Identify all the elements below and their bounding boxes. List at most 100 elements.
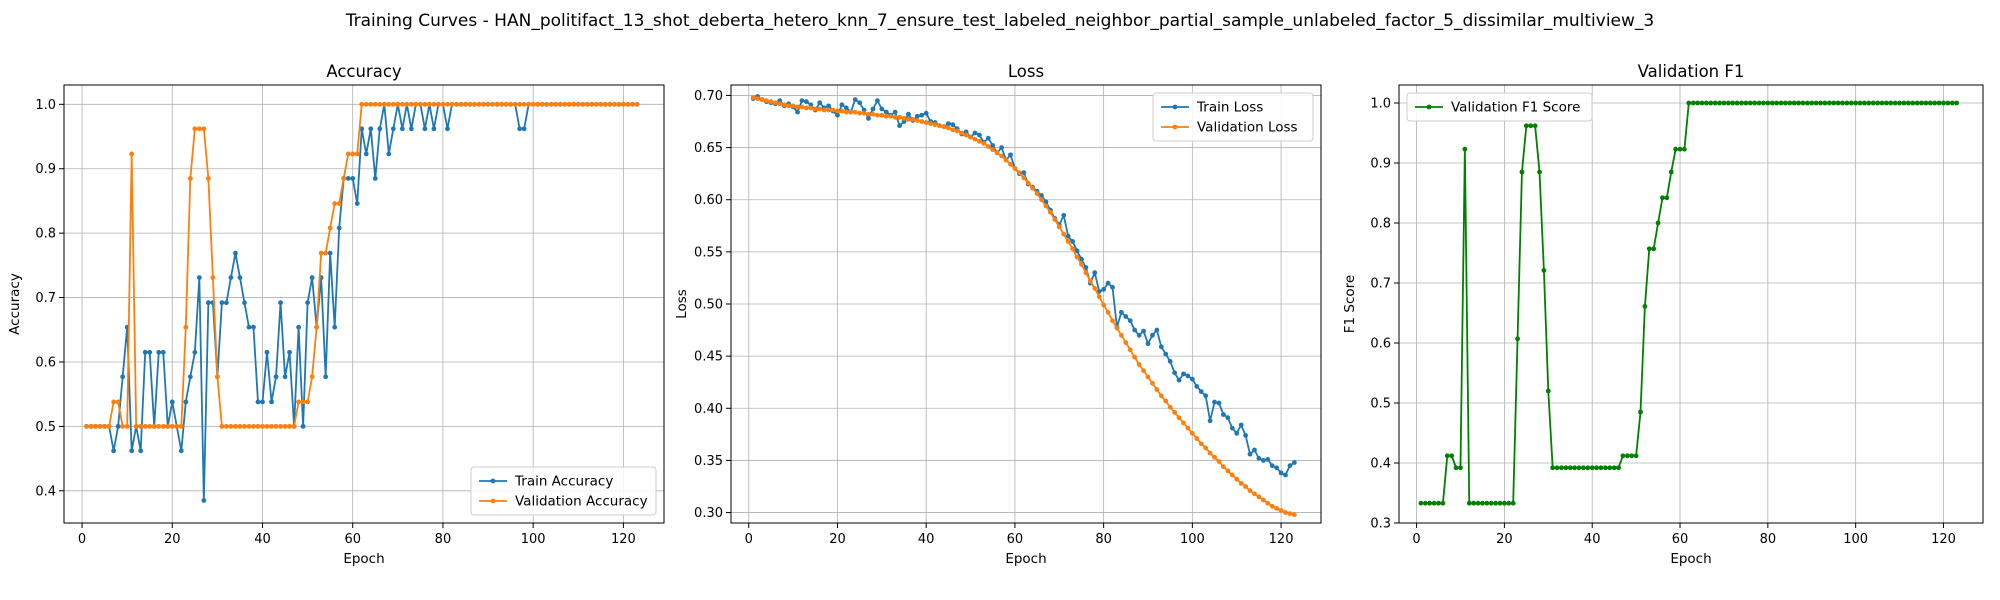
chart-0-train-accuracy-point-27 xyxy=(201,498,207,503)
chart-1-validation-loss-point-77 xyxy=(1087,278,1093,284)
chart-2-validation-f1-score-point-11 xyxy=(1462,146,1468,152)
chart-0-validation-accuracy-point-103 xyxy=(544,101,550,107)
chart-2-validation-f1-score-point-14 xyxy=(1475,500,1481,506)
chart-2-validation-f1-score-point-111 xyxy=(1901,100,1907,106)
chart-2-validation-f1-score-point-60 xyxy=(1677,146,1683,152)
chart-0-validation-accuracy-point-98 xyxy=(521,101,527,107)
chart-2-validation-f1-score-point-55 xyxy=(1655,220,1661,226)
chart-2-validation-f1-score-point-54 xyxy=(1651,246,1657,252)
chart-0-validation-accuracy-point-67 xyxy=(381,101,387,107)
chart-1-train-loss-point-24 xyxy=(852,97,858,102)
chart-1-train-loss-point-114 xyxy=(1252,447,1257,453)
chart-0-validation-accuracy-point-119 xyxy=(616,101,622,107)
chart-1-validation-loss-point-108 xyxy=(1225,468,1231,474)
chart-0-validation-accuracy-point-27 xyxy=(201,126,207,132)
chart-1-train-loss-point-55 xyxy=(990,143,996,148)
chart-0-validation-accuracy-point-22 xyxy=(178,423,184,429)
chart-1-validation-loss-point-109 xyxy=(1229,472,1235,478)
chart-1-train-loss-point-46 xyxy=(950,122,956,128)
chart-0-ytick-label-3: 0.7 xyxy=(35,291,56,306)
chart-0-ylabel: Accuracy xyxy=(7,273,23,335)
chart-0-train-accuracy-point-20 xyxy=(169,399,175,405)
chart-1-validation-loss-point-13 xyxy=(804,105,809,111)
chart-1-validation-loss-point-44 xyxy=(941,124,947,130)
chart-1-train-loss-point-102 xyxy=(1198,389,1204,394)
chart-0-xtick-label-1: 20 xyxy=(164,532,181,547)
chart-2-xtick-label-6: 120 xyxy=(1931,532,1956,547)
chart-1-validation-loss-point-17 xyxy=(821,107,827,113)
chart-1-validation-loss-point-49 xyxy=(963,132,969,138)
chart-0-validation-accuracy-point-96 xyxy=(512,101,518,107)
chart-0-validation-accuracy-point-36 xyxy=(242,423,247,429)
chart-1-validation-loss-point-118 xyxy=(1269,503,1275,509)
chart-0-ytick-label-4: 0.8 xyxy=(35,227,56,242)
chart-2-legend-box xyxy=(1406,92,1593,122)
chart-1-train-loss-point-45 xyxy=(945,121,951,126)
chart-2-validation-f1-score-point-46 xyxy=(1616,465,1621,471)
chart-2-validation-f1-score-point-88 xyxy=(1800,100,1806,106)
chart-1-train-loss-point-28 xyxy=(870,106,876,112)
chart-0-validation-accuracy-point-70 xyxy=(395,101,401,107)
chart-1-validation-loss-point-35 xyxy=(901,115,907,121)
chart-2-validation-f1-score-point-76 xyxy=(1747,100,1753,106)
chart-0-validation-accuracy-point-40 xyxy=(260,423,265,429)
chart-0-xtick-label-6: 120 xyxy=(611,532,636,547)
chart-1-xtick-label-6: 120 xyxy=(1269,532,1294,547)
chart-1-train-loss-point-21 xyxy=(839,102,845,108)
chart-0-ytick-label-0: 0.4 xyxy=(35,484,56,499)
chart-1-validation-loss-point-104 xyxy=(1207,450,1213,456)
chart-0-validation-accuracy-point-33 xyxy=(228,423,234,429)
chart-1-validation-loss-point-97 xyxy=(1176,415,1182,421)
chart-0-validation-accuracy-point-11 xyxy=(129,151,135,157)
chart-1-validation-loss-point-111 xyxy=(1238,480,1244,486)
chart-0-train-accuracy-point-61 xyxy=(354,201,360,206)
chart-1-train-loss-point-39 xyxy=(919,112,925,118)
chart-0-train-accuracy-point-31 xyxy=(219,300,225,306)
chart-1-validation-loss-point-113 xyxy=(1247,488,1253,494)
chart-0-train-accuracy-point-81 xyxy=(445,126,450,132)
chart-2-validation-f1-score-point-108 xyxy=(1888,100,1894,106)
chart-0-train-accuracy-point-23 xyxy=(183,399,189,405)
chart-2-frame xyxy=(1398,84,1984,524)
chart-0-train-accuracy-point-51 xyxy=(309,275,315,280)
chart-2-validation-f1-score-point-31 xyxy=(1550,465,1556,471)
chart-0-validation-accuracy-point-88 xyxy=(476,101,482,107)
chart-2-validation-f1-score-point-30 xyxy=(1545,388,1551,394)
chart-2-legend-label-validation-f1-score: Validation F1 Score xyxy=(1451,100,1580,116)
chart-1-validation-loss-point-55 xyxy=(990,147,996,153)
chart-1-validation-loss-point-98 xyxy=(1181,420,1186,426)
chart-1-validation-loss-point-101 xyxy=(1194,436,1200,441)
chart-0-validation-accuracy-point-19 xyxy=(165,423,171,429)
chart-1-validation-loss-point-41 xyxy=(928,121,934,126)
chart-1-train-loss-point-97 xyxy=(1176,377,1182,383)
chart-1-validation-loss-point-83 xyxy=(1114,325,1120,331)
chart-1-train-loss-point-34 xyxy=(897,123,902,129)
chart-1-validation-loss-point-36 xyxy=(906,117,911,122)
chart-0-validation-accuracy-point-42 xyxy=(269,423,274,429)
chart-1-train-loss-point-88 xyxy=(1136,332,1142,338)
chart-1-validation-loss-point-78 xyxy=(1092,285,1098,291)
chart-0-train-accuracy-point-63 xyxy=(363,151,369,157)
chart-2-validation-f1-score-point-57 xyxy=(1664,195,1670,201)
chart-2-validation-f1-score-point-33 xyxy=(1559,465,1564,471)
chart-0-ytick-label-2: 0.6 xyxy=(35,355,56,370)
chart-2-validation-f1-score-point-59 xyxy=(1673,146,1679,152)
chart-1-validation-loss-point-76 xyxy=(1083,270,1089,276)
chart-0-validation-accuracy-point-62 xyxy=(359,101,365,107)
chart-0-title: Accuracy xyxy=(326,62,402,81)
chart-0-validation-accuracy-point-25 xyxy=(192,126,198,132)
chart-1-train-loss-point-110 xyxy=(1234,430,1240,436)
chart-2-validation-f1-score-point-25 xyxy=(1523,123,1529,129)
chart-0-train-accuracy-point-68 xyxy=(386,151,392,157)
chart-1-validation-loss-point-28 xyxy=(870,111,876,117)
chart-0-validation-accuracy-point-75 xyxy=(417,101,423,107)
chart-2-validation-f1-score-point-100 xyxy=(1853,100,1859,106)
chart-1-validation-loss-point-20 xyxy=(835,108,840,114)
chart-1-validation-loss-point-107 xyxy=(1221,464,1226,470)
chart-1-validation-loss-point-52 xyxy=(977,138,982,144)
chart-0-validation-accuracy-point-64 xyxy=(368,101,374,107)
chart-2-validation-f1-score-point-87 xyxy=(1796,100,1801,106)
chart-0-validation-accuracy-point-17 xyxy=(156,423,162,429)
chart-2-validation-f1-score-point-118 xyxy=(1932,100,1938,106)
chart-0-xtick-label-2: 40 xyxy=(254,532,271,547)
